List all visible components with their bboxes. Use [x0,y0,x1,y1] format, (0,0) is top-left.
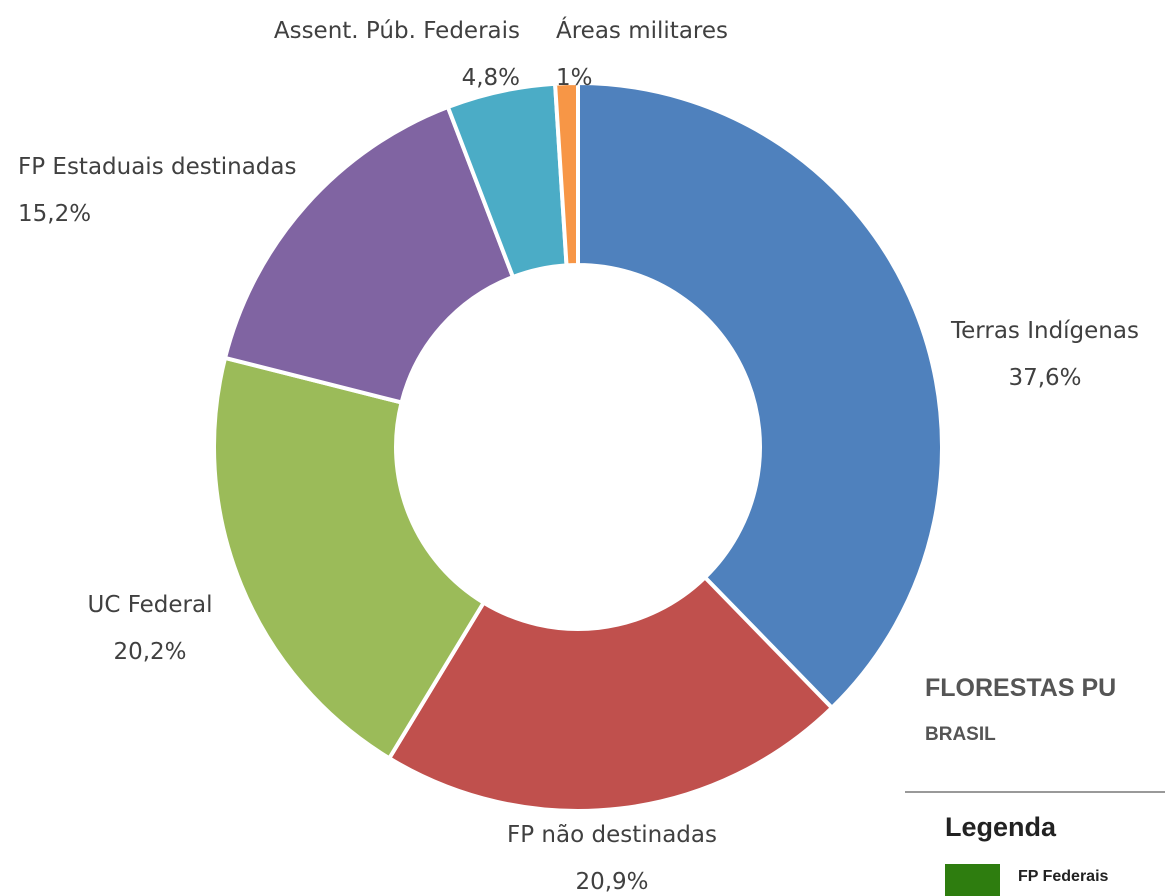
value-label: 1% [556,65,593,91]
slice-label: Assent. Púb. Federais 4,8% [160,8,520,102]
donut-slice [222,104,516,405]
value-label: 4,8% [461,65,520,91]
slice-label: FP Estaduais destinadas 15,2% [18,144,318,238]
value-label: 37,6% [1008,365,1082,391]
donut-slice [552,80,580,268]
panel-subtitle: BRASIL [925,724,996,745]
legend-swatch [945,864,1000,896]
value-label: 15,2% [18,201,92,227]
panel-title: FLORESTAS PU [925,674,1117,702]
donut-slice [576,80,944,711]
category-label: UC Federal [87,592,213,618]
category-label: Assent. Púb. Federais [273,18,520,44]
donut-slice [212,355,487,761]
slice-label: UC Federal 20,2% [40,582,260,676]
category-label: FP não destinadas [507,822,717,848]
category-label: Áreas militares [556,18,728,44]
category-label: Terras Indígenas [951,318,1139,344]
value-label: 20,2% [113,639,187,665]
slice-label: Terras Indígenas 37,6% [900,308,1165,402]
value-label: 20,9% [575,869,649,895]
donut-slice [386,574,835,813]
legend-title: Legenda [945,812,1057,842]
slice-label: FP não destinadas 20,9% [462,812,762,896]
divider [905,791,1165,793]
legend-label: FP Federais [1018,868,1109,885]
slice-label: Áreas militares 1% [556,8,856,102]
category-label: FP Estaduais destinadas [18,154,297,180]
